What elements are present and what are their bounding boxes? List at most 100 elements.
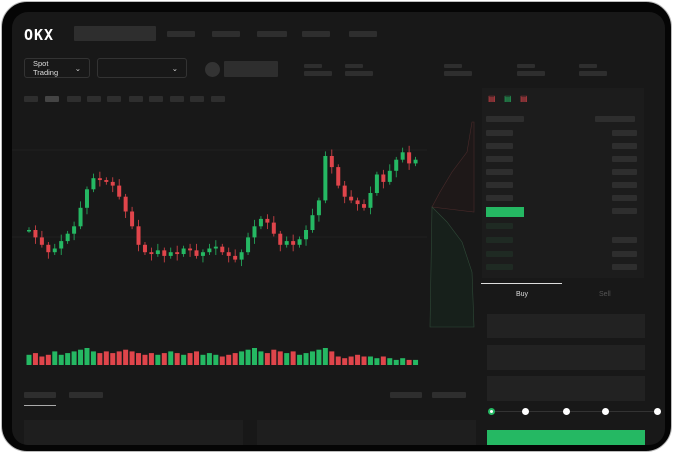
- filter-button[interactable]: [432, 392, 466, 398]
- orderbook-cell: [612, 237, 637, 243]
- volume-bar: [271, 349, 277, 365]
- timeframe-button[interactable]: [24, 96, 38, 102]
- timeframe-button[interactable]: [67, 96, 81, 102]
- candle-body: [413, 159, 418, 164]
- tab-history[interactable]: [69, 392, 103, 398]
- timeframe-button[interactable]: [107, 96, 121, 102]
- price-input[interactable]: [487, 314, 645, 338]
- stat-value: [579, 71, 607, 76]
- candle-body: [310, 215, 315, 230]
- volume-bar: [219, 356, 225, 365]
- volume-bar: [277, 351, 283, 365]
- nav-item[interactable]: [167, 31, 195, 37]
- tab-buy[interactable]: Buy: [516, 291, 529, 298]
- orderbook-cell: [612, 143, 637, 149]
- slider-step[interactable]: [654, 408, 661, 415]
- candle-body: [65, 233, 70, 242]
- volume-bar: [181, 354, 187, 365]
- candle-body: [207, 248, 212, 253]
- orderbook-cell: [612, 182, 637, 188]
- volume-bar: [136, 353, 142, 365]
- orderbook-asks-icon[interactable]: ▤: [520, 94, 528, 103]
- volume-bar: [110, 353, 116, 365]
- volume-bar: [103, 351, 109, 365]
- stat-value: [345, 71, 373, 76]
- volume-bar: [129, 351, 135, 365]
- slider-step[interactable]: [563, 408, 570, 415]
- timeframe-button[interactable]: [45, 96, 59, 102]
- candle-body: [136, 226, 141, 245]
- amount-input[interactable]: [487, 345, 645, 370]
- orderbook-both-icon[interactable]: ▤: [488, 94, 496, 103]
- orderbook-cell: [486, 143, 513, 149]
- buy-submit-button[interactable]: [487, 430, 645, 445]
- candle-body: [27, 230, 31, 232]
- volume-bar: [406, 359, 412, 365]
- chevron-down-icon: ⌄: [171, 63, 178, 73]
- candle-body: [175, 252, 180, 255]
- okx-logo: OKX: [24, 26, 55, 44]
- nav-item[interactable]: [212, 31, 240, 37]
- candle-body: [258, 218, 263, 227]
- orderbook-cell: [486, 116, 524, 122]
- volume-bar: [45, 354, 51, 365]
- total-input[interactable]: [487, 376, 645, 401]
- volume-bar: [39, 356, 45, 365]
- volume-bar: [284, 353, 290, 365]
- pair-select[interactable]: ⌄: [97, 58, 187, 78]
- volume-bar: [309, 351, 315, 365]
- candle-body: [142, 244, 147, 253]
- leverage-slider[interactable]: [488, 408, 661, 415]
- volume-bar: [400, 358, 406, 365]
- nav-item[interactable]: [302, 31, 330, 37]
- nav-item[interactable]: [349, 31, 377, 37]
- candle-body: [123, 196, 128, 212]
- candlestick-chart[interactable]: [12, 112, 482, 377]
- candle-body: [213, 246, 218, 249]
- slider-handle[interactable]: [488, 408, 495, 415]
- nav-item[interactable]: [257, 31, 287, 37]
- timeframe-button[interactable]: [211, 96, 225, 102]
- candle-body: [323, 156, 328, 201]
- volume-bar: [245, 349, 251, 365]
- volume-bar: [155, 354, 161, 365]
- timeframe-button[interactable]: [87, 96, 101, 102]
- orderbook-bids-icon[interactable]: ▤: [504, 94, 512, 103]
- slider-step[interactable]: [522, 408, 529, 415]
- candle-body: [394, 159, 399, 171]
- candle-body: [400, 152, 405, 160]
- volume-bar: [206, 353, 212, 365]
- volume-bar: [374, 358, 380, 365]
- candle-body: [362, 204, 367, 208]
- timeframe-button[interactable]: [129, 96, 143, 102]
- stat-label: [304, 64, 322, 68]
- tab-open-orders[interactable]: [24, 392, 56, 398]
- search-bar[interactable]: [74, 26, 156, 41]
- candle-body: [33, 230, 38, 238]
- tab-sell[interactable]: Sell: [599, 291, 611, 298]
- volume-bar: [322, 348, 328, 365]
- filter-button[interactable]: [390, 392, 422, 398]
- volume-bar: [316, 349, 322, 365]
- candle-body: [349, 196, 354, 201]
- timeframe-button[interactable]: [149, 96, 163, 102]
- candle-body: [130, 211, 135, 227]
- timeframe-button[interactable]: [190, 96, 204, 102]
- volume-bar: [329, 351, 335, 365]
- pair-name: [224, 61, 278, 77]
- candle-body: [329, 156, 334, 168]
- candle-body: [387, 170, 392, 182]
- candle-body: [284, 241, 289, 245]
- orderbook-cell: [486, 156, 513, 162]
- slider-step[interactable]: [602, 408, 609, 415]
- volume-bar: [232, 353, 238, 365]
- candle-body: [162, 250, 167, 256]
- candle-body: [355, 200, 360, 205]
- volume-bar: [58, 354, 64, 365]
- market-select[interactable]: Spot Trading ⌄: [24, 58, 90, 78]
- volume-bar: [97, 353, 103, 365]
- candle-body: [233, 255, 238, 260]
- candle-body: [104, 180, 109, 182]
- timeframe-button[interactable]: [170, 96, 184, 102]
- candle-body: [304, 230, 309, 240]
